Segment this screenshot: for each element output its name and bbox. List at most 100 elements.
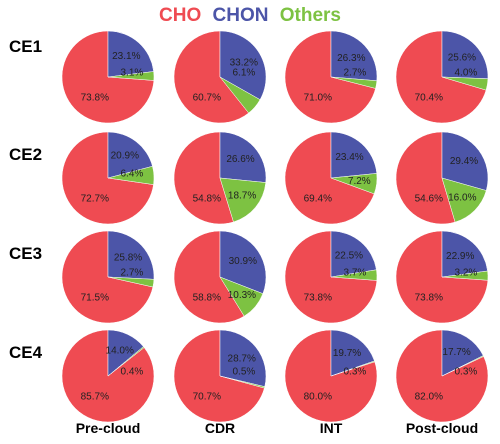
slice-ce3-int-chon xyxy=(330,230,377,278)
label-ce4-cdr-chon: 28.7% xyxy=(228,354,256,365)
slice-ce3-cdr-cho xyxy=(173,230,245,324)
label-ce2-post-cloud-others: 16.0% xyxy=(448,193,476,204)
label-ce3-pre-cloud-cho: 71.5% xyxy=(81,292,109,303)
label-ce2-int-cho: 69.4% xyxy=(304,193,332,204)
label-ce2-int-chon: 23.4% xyxy=(335,152,363,163)
label-ce3-pre-cloud-chon: 25.8% xyxy=(114,253,142,264)
row-label-ce4: CE4 xyxy=(9,343,43,362)
slice-ce1-int-others xyxy=(330,76,378,89)
slice-ce1-int-cho xyxy=(284,30,376,124)
pie-ce4-pre-cloud: 85.7% 14.0% 0.4% xyxy=(61,329,155,423)
label-ce4-post-cloud-others: 0.3% xyxy=(455,367,478,378)
col-label-pre-cloud: Pre-cloud xyxy=(75,420,141,436)
pie-ce1-cdr: 60.7% 33.2%6.1% xyxy=(173,30,267,124)
slice-ce2-int-others xyxy=(330,173,378,195)
label-ce2-pre-cloud-others: 6.4% xyxy=(121,169,144,180)
label-ce1-post-cloud-others: 4.0% xyxy=(455,68,478,79)
pie-ce4-cdr: 70.7% 28.7% 0.5% xyxy=(173,329,267,423)
label-ce3-int-cho: 73.8% xyxy=(304,292,332,303)
label-ce4-post-cloud-cho: 82.0% xyxy=(415,391,443,402)
label-ce4-pre-cloud-others: 0.4% xyxy=(121,367,144,378)
slice-ce2-post-cloud-others xyxy=(441,177,487,223)
slice-ce4-cdr-chon xyxy=(219,329,267,387)
slice-ce3-cdr-others xyxy=(219,276,264,317)
slice-ce3-post-cloud-chon xyxy=(441,230,488,278)
label-ce1-post-cloud-chon: 25.6% xyxy=(448,53,476,64)
slice-ce1-pre-cloud-chon xyxy=(107,30,154,78)
label-ce2-cdr-cho: 54.8% xyxy=(193,193,221,204)
label-ce1-pre-cloud-chon: 23.1% xyxy=(112,51,140,62)
slice-ce2-pre-cloud-chon xyxy=(107,131,153,179)
slice-ce3-pre-cloud-others xyxy=(107,276,155,288)
label-ce1-int-others: 2.7% xyxy=(344,68,367,79)
slice-ce1-pre-cloud-others xyxy=(107,71,155,81)
label-ce3-cdr-chon: 30.9% xyxy=(229,256,257,267)
label-ce2-post-cloud-cho: 54.6% xyxy=(415,193,443,204)
slice-ce2-pre-cloud-others xyxy=(107,165,155,185)
row-label-ce1: CE1 xyxy=(9,37,43,56)
slice-ce1-post-cloud-cho xyxy=(395,30,487,124)
pie-ce3-cdr: 58.8% 30.9% 10.3% xyxy=(173,230,267,324)
pie-ce3-int: 73.8% 22.5% 3.7% xyxy=(284,230,378,324)
slice-ce4-int-others xyxy=(330,360,376,377)
slice-ce4-post-cloud-chon xyxy=(441,329,484,377)
label-ce1-int-cho: 71.0% xyxy=(304,92,332,103)
label-ce3-post-cloud-cho: 73.8% xyxy=(415,292,443,303)
legend: CHO CHON Others xyxy=(0,5,500,27)
slice-ce2-int-cho xyxy=(284,131,375,225)
slice-ce1-int-chon xyxy=(330,30,378,82)
slice-ce2-cdr-cho xyxy=(173,131,234,225)
label-ce3-int-others: 3.7% xyxy=(344,268,367,279)
slice-ce1-cdr-cho xyxy=(173,30,250,124)
pie-ce1-post-cloud: 70.4% 25.6% 4.0% xyxy=(395,30,489,124)
slice-ce3-post-cloud-others xyxy=(441,270,489,281)
slice-ce2-post-cloud-chon xyxy=(441,131,489,191)
label-ce1-cdr-cho: 60.7% xyxy=(193,92,221,103)
label-ce2-int-others: 7.2% xyxy=(348,176,371,187)
slice-ce2-int-chon xyxy=(330,131,378,179)
label-ce1-cdr-others: 6.1% xyxy=(233,68,256,79)
legend-item-cho: CHO xyxy=(159,5,202,26)
pie-ce3-pre-cloud: 71.5% 25.8% 2.7% xyxy=(61,230,155,324)
pie-ce1-pre-cloud: 73.8% 23.1% 3.1% xyxy=(61,30,155,124)
col-label-post-cloud: Post-cloud xyxy=(405,420,479,436)
slice-ce4-cdr-others xyxy=(219,375,266,389)
slice-ce4-pre-cloud-others xyxy=(107,346,145,377)
label-ce4-pre-cloud-cho: 85.7% xyxy=(81,391,109,402)
slice-ce1-post-cloud-chon xyxy=(441,30,489,79)
pie-ce4-int: 80.0% 19.7% 0.3% xyxy=(284,329,378,423)
label-ce4-cdr-others: 0.5% xyxy=(233,367,256,378)
label-ce1-cdr-chon: 33.2% xyxy=(230,58,258,69)
pie-ce2-int: 69.4% 23.4% 7.2% xyxy=(284,131,378,225)
label-ce2-cdr-others: 18.7% xyxy=(228,191,256,202)
col-label-cdr: CDR xyxy=(204,420,236,436)
slice-ce2-post-cloud-cho xyxy=(395,131,456,225)
pie-ce2-pre-cloud: 72.7% 20.9% 6.4% xyxy=(61,131,155,225)
slice-ce2-cdr-others xyxy=(219,177,267,223)
slice-ce1-cdr-chon xyxy=(219,30,267,101)
label-ce3-pre-cloud-others: 2.7% xyxy=(121,268,144,279)
pie-ce1-int: 71.0% 26.3% 2.7% xyxy=(284,30,378,124)
slice-ce3-int-others xyxy=(330,269,378,281)
slice-ce2-cdr-chon xyxy=(219,131,267,183)
slice-ce1-cdr-others xyxy=(219,76,261,114)
legend-item-chon: CHON xyxy=(212,5,269,26)
pie-ce3-post-cloud: 73.8% 22.9% 3.2% xyxy=(395,230,489,324)
legend-item-others: Others xyxy=(279,5,341,26)
label-ce2-pre-cloud-cho: 72.7% xyxy=(81,193,109,204)
label-ce1-post-cloud-cho: 70.4% xyxy=(415,92,443,103)
slice-ce3-cdr-chon xyxy=(219,230,267,294)
label-ce1-int-chon: 26.3% xyxy=(337,53,365,64)
label-ce4-cdr-cho: 70.7% xyxy=(193,391,221,402)
label-ce2-cdr-chon: 26.6% xyxy=(226,154,254,165)
label-ce4-pre-cloud-chon: 14.0% xyxy=(106,346,134,357)
label-ce3-post-cloud-others: 3.2% xyxy=(455,268,478,279)
row-label-ce2: CE2 xyxy=(9,145,43,164)
label-ce3-cdr-others: 10.3% xyxy=(228,290,256,301)
pie-ce2-post-cloud: 54.6% 29.4% 16.0% xyxy=(395,131,489,225)
label-ce1-pre-cloud-cho: 73.8% xyxy=(81,92,109,103)
label-ce4-int-others: 0.3% xyxy=(344,367,367,378)
label-ce3-cdr-cho: 58.8% xyxy=(193,292,221,303)
col-label-int: INT xyxy=(319,420,343,436)
slice-ce3-pre-cloud-chon xyxy=(107,230,155,280)
